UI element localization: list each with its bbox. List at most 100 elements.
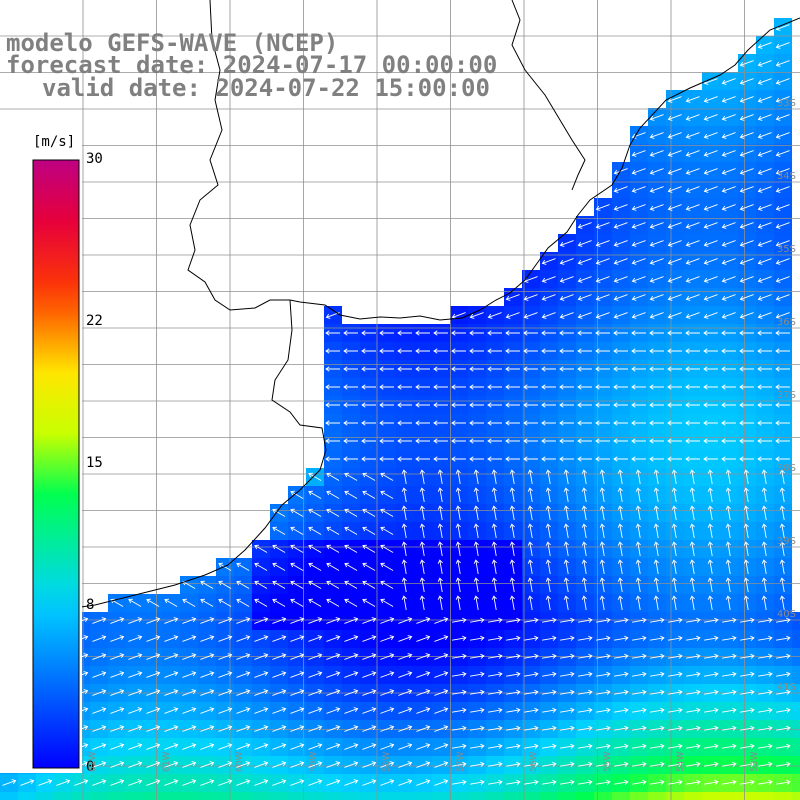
wind-speed-cell (180, 792, 198, 800)
wind-arrow (653, 469, 659, 484)
wind-arrow (473, 577, 479, 592)
wind-arrow (290, 635, 305, 642)
wind-speed-cell (792, 666, 800, 684)
wind-arrow (379, 348, 394, 354)
wind-arrow (524, 635, 539, 641)
wind-arrow (527, 559, 533, 574)
wind-arrow (775, 60, 790, 67)
wind-arrow (290, 580, 304, 589)
wind-arrow (671, 505, 677, 520)
wind-arrow (325, 330, 340, 336)
wind-arrow (308, 490, 322, 499)
wind-arrow (541, 348, 556, 354)
wind-arrow (667, 96, 682, 103)
wind-arrow (757, 168, 772, 175)
wind-arrow (775, 384, 790, 390)
wind-arrow (527, 595, 533, 610)
wind-arrow (419, 577, 425, 592)
wind-arrow (757, 312, 772, 319)
wind-arrow (326, 761, 341, 768)
wind-arrow (722, 653, 737, 659)
wind-arrow (416, 761, 431, 768)
wind-arrow (721, 366, 736, 372)
wind-arrow (650, 761, 665, 767)
uruguay-border (511, 0, 586, 191)
wind-arrow (254, 779, 269, 786)
wind-arrow (649, 276, 664, 283)
wind-arrow (110, 779, 125, 786)
wind-arrow (703, 96, 718, 103)
wind-arrow (725, 541, 731, 556)
wind-arrow (703, 366, 718, 372)
wind-arrow (703, 348, 718, 354)
wind-arrow (776, 707, 791, 713)
wind-speed-cell (324, 792, 342, 800)
wind-arrow (757, 240, 772, 247)
wind-arrow (632, 707, 647, 713)
wind-arrow (563, 577, 569, 592)
wind-arrow (344, 779, 359, 786)
wind-arrow (326, 617, 341, 624)
wind-speed-cell (108, 792, 126, 800)
wind-arrow (469, 438, 484, 444)
wind-arrow (451, 456, 466, 462)
wind-arrow (649, 114, 664, 121)
wind-arrow (541, 366, 556, 372)
wind-arrow (326, 580, 340, 589)
wind-arrow (236, 707, 251, 714)
wind-arrow (290, 671, 305, 678)
wind-arrow (362, 671, 377, 678)
wind-arrow (776, 689, 791, 695)
wind-arrow (362, 725, 377, 732)
wind-arrow (451, 312, 466, 319)
wind-arrow (758, 779, 773, 785)
wind-arrow (725, 505, 731, 520)
wind-speed-cell (666, 792, 684, 800)
wind-arrow (254, 725, 269, 732)
wind-arrow (272, 707, 287, 714)
wind-arrow (541, 402, 556, 408)
wind-arrow (775, 204, 790, 211)
wind-arrow (685, 366, 700, 372)
wind-arrow (290, 779, 305, 786)
wind-arrow (635, 541, 641, 556)
wind-arrow (380, 544, 394, 553)
wind-arrow (218, 779, 233, 786)
wind-arrow (401, 469, 407, 484)
wind-arrow (649, 384, 664, 390)
wind-arrow (703, 168, 718, 175)
wind-arrow (703, 204, 718, 211)
wind-arrow (452, 617, 467, 623)
wind-arrow (505, 438, 520, 444)
wind-speed-cell (144, 792, 162, 800)
wind-arrow (775, 96, 790, 103)
wind-arrow (398, 617, 413, 624)
wind-arrow (739, 366, 754, 372)
wind-arrow (254, 598, 268, 607)
wind-arrow (757, 186, 772, 193)
wind-arrow (650, 707, 665, 713)
wind-arrow (362, 779, 377, 786)
wind-arrow (689, 487, 695, 502)
wind-arrow (577, 222, 592, 229)
wind-speed-cell (792, 738, 800, 756)
wind-arrow (325, 438, 340, 444)
wind-arrow (617, 559, 623, 574)
wind-arrow (686, 707, 701, 713)
wind-arrow (38, 779, 53, 786)
wind-arrow (509, 469, 515, 484)
wind-arrow (631, 366, 646, 372)
wind-arrow (581, 469, 587, 484)
wind-arrow (757, 222, 772, 229)
wind-arrow (685, 150, 700, 157)
wind-arrow (416, 671, 431, 678)
wind-arrow (617, 487, 623, 502)
wind-arrow (523, 312, 538, 319)
wind-speed-cell (432, 792, 450, 800)
wind-arrow (631, 186, 646, 193)
wind-arrow (218, 743, 233, 750)
wind-speed-cell (792, 630, 800, 648)
wind-arrow (401, 523, 407, 538)
wind-arrow (416, 707, 431, 714)
wind-arrow (470, 707, 485, 713)
